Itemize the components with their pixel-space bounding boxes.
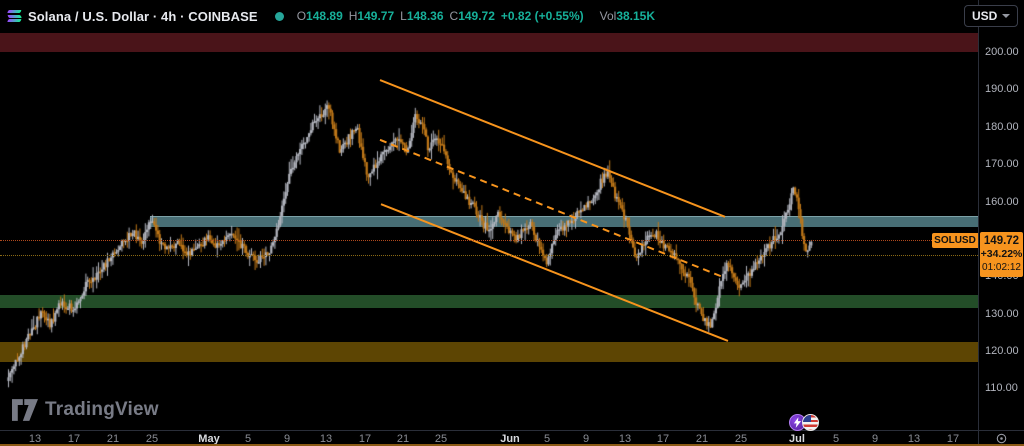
symbol-price-flag[interactable]: SOLUSD bbox=[932, 232, 978, 248]
gear-icon[interactable] bbox=[996, 433, 1007, 444]
time-tick: 5 bbox=[543, 433, 551, 445]
chart-header: Solana / U.S. Dollar · 4h · COINBASE O14… bbox=[0, 0, 978, 32]
parallel-channel-drawing[interactable] bbox=[0, 33, 978, 429]
time-tick: 13 bbox=[907, 433, 921, 445]
time-tick: 5 bbox=[832, 433, 840, 445]
price-tick: 120.00 bbox=[985, 345, 1019, 358]
time-tick: 25 bbox=[145, 433, 159, 445]
tradingview-logo[interactable]: TradingView bbox=[12, 399, 159, 421]
close-value: 149.72 bbox=[458, 9, 495, 23]
price-tick: 160.00 bbox=[985, 195, 1019, 208]
time-tick: 13 bbox=[319, 433, 333, 445]
time-tick: 25 bbox=[434, 433, 448, 445]
time-tick: 17 bbox=[67, 433, 81, 445]
chart-pane[interactable]: SOLUSD TradingView bbox=[0, 33, 978, 429]
time-tick: 9 bbox=[582, 433, 590, 445]
price-tick: 130.00 bbox=[985, 307, 1019, 320]
bottom-accent-line bbox=[0, 444, 1024, 446]
high-value: 149.77 bbox=[357, 9, 395, 23]
time-tick: Jul bbox=[789, 433, 805, 445]
channel-line-middle[interactable] bbox=[379, 138, 724, 278]
tradingview-logo-icon bbox=[12, 399, 38, 421]
time-tick: May bbox=[198, 433, 220, 445]
price-tick: 110.00 bbox=[985, 382, 1018, 395]
solana-logo-icon bbox=[7, 10, 22, 22]
time-tick: 21 bbox=[695, 433, 709, 445]
low-value: 148.36 bbox=[406, 9, 444, 23]
volume-label: Vol bbox=[599, 9, 617, 23]
time-scale[interactable]: 13 17 21 25 May 5 9 13 17 21 25 Jun 5 9 13 17 21 25 Jul 5 9 1… bbox=[0, 430, 978, 446]
change-value: +0.82 (+0.55%) bbox=[500, 9, 584, 23]
time-tick: 17 bbox=[946, 433, 960, 445]
current-price-label[interactable]: 149.72 +34.22% 01:02:12 bbox=[980, 231, 1023, 277]
tradingview-logo-text: TradingView bbox=[45, 399, 159, 420]
high-label: H bbox=[348, 9, 358, 23]
alert-line[interactable] bbox=[0, 254, 978, 256]
scale-settings-corner bbox=[978, 430, 1024, 446]
time-tick: 9 bbox=[871, 433, 879, 445]
price-tick: 180.00 bbox=[985, 120, 1019, 133]
channel-line-bottom[interactable] bbox=[380, 203, 729, 342]
price-tick: 170.00 bbox=[985, 158, 1019, 171]
time-tick: 17 bbox=[656, 433, 670, 445]
current-change-percent: +34.22% bbox=[980, 247, 1023, 260]
event-badges bbox=[789, 414, 819, 431]
price-scale[interactable]: 200.00190.00180.00170.00160.00140.00130.… bbox=[978, 0, 1024, 430]
currency-label: USD bbox=[972, 9, 998, 23]
time-tick: 13 bbox=[618, 433, 632, 445]
time-tick: 21 bbox=[106, 433, 120, 445]
price-tick: 200.00 bbox=[985, 46, 1019, 58]
volume-value: 38.15K bbox=[616, 9, 656, 23]
close-label: C bbox=[449, 9, 459, 23]
time-tick: 25 bbox=[734, 433, 748, 445]
currency-toggle-button[interactable]: USD bbox=[964, 5, 1018, 27]
open-value: 148.89 bbox=[306, 9, 343, 23]
symbol-title[interactable]: Solana / U.S. Dollar · 4h · COINBASE bbox=[28, 8, 258, 24]
current-price-value: 149.72 bbox=[983, 234, 1020, 247]
time-tick: 9 bbox=[283, 433, 291, 445]
candlestick-canvas[interactable] bbox=[0, 33, 978, 429]
time-tick: 21 bbox=[396, 433, 410, 445]
time-tick: 5 bbox=[244, 433, 252, 445]
time-tick: 13 bbox=[28, 433, 42, 445]
market-status-icon[interactable] bbox=[274, 11, 284, 21]
price-tick: 190.00 bbox=[985, 83, 1019, 96]
low-label: L bbox=[400, 9, 407, 23]
open-label: O bbox=[296, 9, 307, 23]
time-tick: 17 bbox=[358, 433, 372, 445]
bar-countdown: 01:02:12 bbox=[982, 261, 1021, 273]
current-price-line[interactable] bbox=[0, 239, 978, 241]
chevron-down-icon bbox=[1002, 14, 1010, 18]
time-tick: Jun bbox=[500, 433, 520, 445]
ohlc-readout: O148.89 H149.77 L148.36 C149.72 +0.82 (+… bbox=[297, 9, 655, 23]
us-flag-event-icon[interactable] bbox=[802, 414, 819, 431]
channel-line-top[interactable] bbox=[379, 79, 726, 218]
